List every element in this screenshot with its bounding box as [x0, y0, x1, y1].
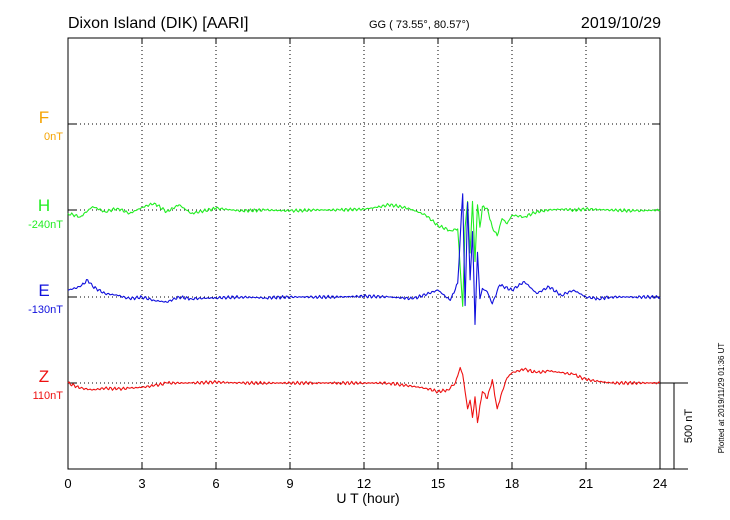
geo-coords: GG ( 73.55°, 80.57°) — [369, 19, 470, 31]
component-baseline-F: 0nT — [44, 131, 63, 143]
x-tick-label: 24 — [653, 476, 667, 491]
component-name-Z: Z — [39, 367, 49, 386]
station-title: Dixon Island (DIK) [AARI] — [68, 15, 249, 32]
component-name-F: F — [39, 108, 49, 127]
component-name-H: H — [38, 196, 50, 215]
component-labels: F 0nT H -240nT E -130nT Z 110nT — [28, 108, 63, 402]
grid-lines — [68, 38, 660, 469]
trace-H — [67, 200, 661, 307]
x-tick-label: 12 — [357, 476, 371, 491]
component-name-E: E — [38, 281, 49, 300]
x-tick-label: 3 — [138, 476, 145, 491]
x-tick-label: 21 — [579, 476, 593, 491]
x-tick-label: 9 — [286, 476, 293, 491]
trace-E — [67, 193, 661, 326]
x-tick-label: 15 — [431, 476, 445, 491]
scale-bar-label: 500 nT — [683, 409, 695, 444]
component-baseline-E: -130nT — [28, 304, 63, 316]
x-axis-label: U T (hour) — [336, 490, 399, 506]
plot-date: 2019/10/29 — [581, 15, 661, 32]
component-baseline-Z: 110nT — [33, 390, 64, 402]
x-tick-label: 18 — [505, 476, 519, 491]
plotted-timestamp: Plotted at 2019/11/29 01:36 UT — [717, 343, 726, 454]
x-tick-label: 0 — [64, 476, 71, 491]
traces — [67, 193, 661, 424]
scale-bar: 500 nT — [660, 382, 695, 470]
component-baseline-H: -240nT — [28, 219, 63, 231]
trace-Z — [67, 366, 661, 424]
x-tick-label: 6 — [212, 476, 219, 491]
x-axis: 0 3 6 9 12 15 18 21 24 — [64, 38, 667, 491]
